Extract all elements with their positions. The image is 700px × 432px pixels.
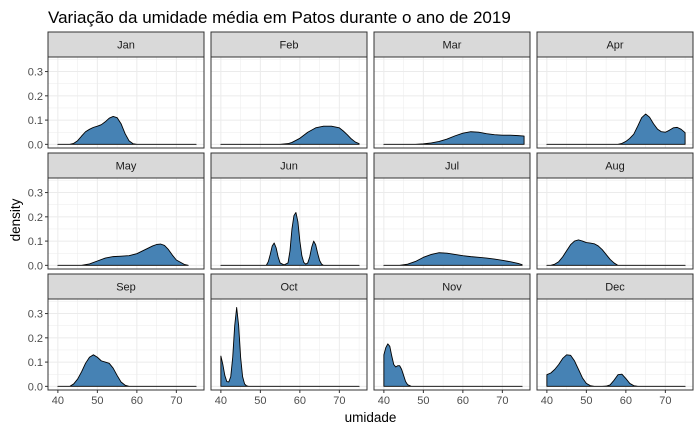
y-tick-label: 0.3 — [28, 188, 43, 200]
x-tick-label: 70 — [170, 395, 182, 407]
density-area — [383, 343, 523, 387]
facet-jun: Jun — [210, 152, 368, 270]
facet-strip-label: May — [116, 161, 137, 173]
x-tick-label: 50 — [254, 395, 266, 407]
facet-strip — [210, 273, 368, 300]
y-tick-label: 0.2 — [28, 91, 43, 103]
facet-nov: Nov 40 50 60 70 — [373, 273, 531, 407]
facet-strip-label: Oct — [280, 282, 297, 294]
y-tick-label: 0.3 — [28, 309, 43, 321]
facet-feb: Feb — [210, 31, 368, 149]
y-tick-label: 0.1 — [28, 115, 43, 127]
facet-strip — [373, 152, 531, 179]
panel-border — [373, 177, 531, 270]
facet-strip — [47, 152, 205, 179]
y-tick-label: 0.0 — [28, 381, 43, 393]
facet-strip — [373, 31, 531, 58]
density-area — [383, 131, 525, 145]
panel-border — [47, 298, 205, 391]
density-area — [220, 125, 360, 145]
x-tick-label: 40 — [215, 395, 227, 407]
facet-strip — [47, 31, 205, 58]
x-tick-label: 70 — [659, 395, 671, 407]
density-area — [57, 354, 197, 387]
density-area — [220, 212, 360, 266]
density-area — [383, 252, 523, 266]
y-tick-label: 0.0 — [28, 139, 43, 151]
y-tick-label: 0.1 — [28, 357, 43, 369]
panel-border — [47, 56, 205, 149]
facet-sep: Sep 40 50 60 70 0.0 0.1 0.2 0.3 — [28, 273, 205, 407]
density-area — [220, 307, 360, 387]
x-tick-label: 50 — [91, 395, 103, 407]
y-tick-label: 0.2 — [28, 333, 43, 345]
x-tick-label: 60 — [620, 395, 632, 407]
facet-strip — [536, 152, 694, 179]
density-area — [57, 243, 189, 266]
facet-strip-label: Nov — [442, 282, 462, 294]
density-area — [57, 116, 197, 145]
facet-strip-label: Feb — [280, 40, 299, 52]
facet-strip — [47, 273, 205, 300]
facet-strip-label: Mar — [443, 40, 462, 52]
panel-border — [536, 56, 694, 149]
panel-background — [48, 299, 204, 390]
panel-background — [374, 57, 530, 148]
density-area — [546, 239, 686, 266]
x-tick-label: 60 — [294, 395, 306, 407]
facet-strip-label: Jul — [445, 161, 459, 173]
facet-dec: Dec 40 50 60 70 — [536, 273, 694, 407]
facet-apr: Apr — [536, 31, 694, 149]
facet-strip — [373, 273, 531, 300]
panel-border — [210, 177, 368, 270]
x-tick-label: 50 — [580, 395, 592, 407]
x-tick-label: 70 — [496, 395, 508, 407]
density-area — [546, 113, 686, 145]
panel-border — [373, 298, 531, 391]
facet-strip-label: Apr — [606, 40, 623, 52]
panel-background — [48, 57, 204, 148]
facet-strip-label: Aug — [605, 161, 625, 173]
facet-jul: Jul — [373, 152, 531, 270]
panel-border — [47, 177, 205, 270]
panel-background — [537, 178, 693, 269]
x-tick-label: 50 — [417, 395, 429, 407]
panel-border — [210, 298, 368, 391]
x-tick-label: 40 — [52, 395, 64, 407]
chart-title: Variação da umidade média em Patos duran… — [48, 8, 511, 27]
y-tick-label: 0.2 — [28, 212, 43, 224]
x-tick-label: 40 — [541, 395, 553, 407]
x-axis-title: umidade — [345, 410, 397, 425]
panel-background — [211, 178, 367, 269]
x-tick-label: 60 — [131, 395, 143, 407]
density-area — [546, 354, 686, 387]
facet-strip — [536, 273, 694, 300]
facet-oct: Oct 40 50 60 70 — [210, 273, 368, 407]
facet-strip-label: Dec — [605, 282, 625, 294]
y-axis-title: density — [8, 198, 23, 241]
facet-jan: Jan 0.0 0.1 0.2 0.3 — [28, 31, 205, 151]
x-tick-label: 60 — [457, 395, 469, 407]
facet-strip-label: Jun — [280, 161, 298, 173]
panel-border — [536, 298, 694, 391]
panel-background — [48, 178, 204, 269]
facet-strip — [210, 31, 368, 58]
panel-border — [536, 177, 694, 270]
panel-border — [373, 56, 531, 149]
facet-may: May 0.0 0.1 0.2 0.3 — [28, 152, 205, 272]
facet-aug: Aug — [536, 152, 694, 270]
facet-strip-label: Jan — [117, 40, 135, 52]
y-tick-label: 0.1 — [28, 236, 43, 248]
panel-border — [210, 56, 368, 149]
x-tick-label: 40 — [378, 395, 390, 407]
x-tick-label: 70 — [333, 395, 345, 407]
y-tick-label: 0.0 — [28, 260, 43, 272]
facet-strip-label: Sep — [116, 282, 136, 294]
y-tick-label: 0.3 — [28, 67, 43, 79]
facet-mar: Mar — [373, 31, 531, 149]
